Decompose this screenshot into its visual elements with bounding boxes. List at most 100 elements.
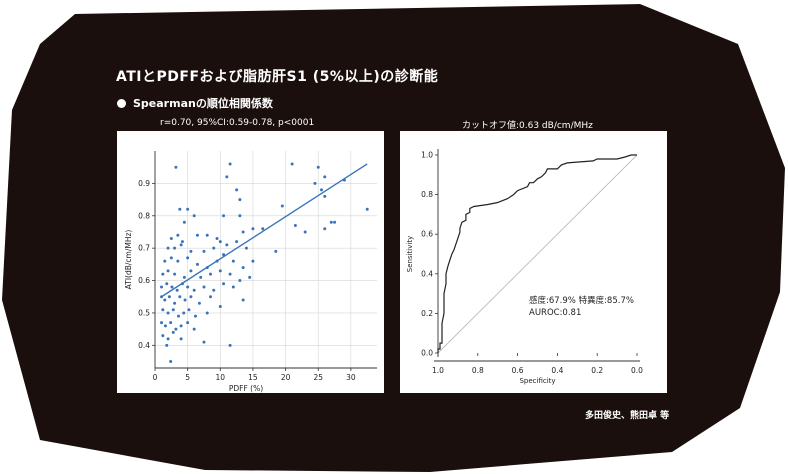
data-point — [241, 266, 245, 270]
y-axis-label: Sensitivity — [406, 236, 414, 272]
data-point — [199, 275, 203, 279]
data-point — [186, 285, 190, 289]
data-point — [261, 227, 265, 231]
bullet-icon — [117, 99, 126, 108]
data-point — [235, 188, 239, 192]
data-point — [189, 295, 193, 299]
subtitle-text: Spearmanの順位相関係数 — [133, 97, 273, 110]
data-point — [174, 327, 178, 331]
x-tick-label: 10 — [216, 373, 226, 382]
data-point — [177, 314, 181, 318]
x-tick-label: 0.6 — [512, 366, 524, 375]
data-point — [178, 207, 182, 211]
data-point — [179, 324, 183, 328]
data-point — [222, 282, 226, 286]
data-point — [329, 220, 333, 224]
x-tick-label: 0 — [153, 373, 158, 382]
x-tick-label: 5 — [185, 373, 190, 382]
data-point — [323, 194, 327, 198]
data-point — [163, 324, 167, 328]
data-point — [166, 269, 170, 273]
data-point — [205, 233, 209, 237]
scatter-chart: 0 5 10 15 20 25 30 0.4 0.5 0.6 0.7 0.8 0.9 PDFF (%) AT… — [124, 151, 377, 393]
data-point — [166, 311, 170, 315]
annotation-sensitivity-specificity: 感度:67.9% 特異度:85.7% — [529, 295, 634, 306]
roc-chart: 1.0 0.8 0.6 0.4 0.2 0.0 0.0 0.2 0.4 0.6 0.8 1.0 感度:6… — [406, 149, 643, 385]
x-axis-label: PDFF (%) — [229, 384, 263, 393]
data-point — [209, 272, 212, 276]
authors: 多田俊史、熊田卓 等 — [585, 411, 670, 421]
y-tick-label: 0.6 — [421, 230, 433, 239]
y-tick-label: 1.0 — [421, 151, 433, 160]
data-point — [169, 256, 173, 260]
data-point — [169, 236, 173, 240]
y-tick-label: 0.4 — [138, 341, 150, 350]
data-point — [251, 227, 255, 231]
data-point — [212, 246, 216, 250]
data-point — [202, 285, 206, 289]
chart-title: ATIとPDFFおよび脂肪肝S1 (5%以上)の診断能 — [116, 69, 439, 85]
data-point — [231, 259, 235, 263]
y-tick-label: 0.8 — [138, 211, 150, 220]
data-point — [323, 227, 327, 231]
x-tick-label: 0.2 — [591, 366, 603, 375]
y-tick-label: 0.8 — [421, 190, 433, 199]
data-point — [166, 246, 170, 250]
data-point — [173, 272, 177, 276]
data-point — [186, 256, 190, 260]
x-tick-label: 0.0 — [631, 366, 643, 375]
data-point — [189, 269, 193, 273]
data-point — [160, 285, 164, 289]
data-point — [165, 282, 169, 286]
data-point — [320, 188, 323, 192]
data-point — [189, 249, 193, 253]
data-point — [313, 181, 317, 185]
data-point — [182, 275, 186, 279]
y-tick-label: 0.6 — [138, 276, 150, 285]
x-tick-label: 1.0 — [432, 366, 444, 375]
x-axis-label: Specificity — [519, 377, 555, 385]
data-point — [170, 285, 174, 289]
data-point — [244, 246, 248, 250]
data-point — [165, 343, 169, 347]
data-point — [202, 249, 206, 253]
data-point — [163, 298, 167, 302]
data-point — [193, 314, 197, 318]
data-point — [241, 230, 245, 234]
data-point — [176, 233, 180, 237]
data-point — [192, 327, 196, 331]
data-point — [183, 298, 187, 302]
data-point — [303, 230, 307, 234]
cutoff-value: カットオフ値:0.63 dB/cm/MHz — [462, 121, 593, 131]
data-point — [333, 220, 337, 224]
data-point — [212, 288, 216, 292]
data-point — [175, 288, 179, 292]
y-tick-label: 0.2 — [421, 309, 433, 318]
data-point — [182, 311, 186, 315]
data-point — [179, 337, 183, 341]
scatter-panel: 0 5 10 15 20 25 30 0.4 0.5 0.6 0.7 0.8 0.9 PDFF (%) AT… — [117, 131, 384, 393]
data-point — [225, 175, 229, 179]
data-point — [179, 243, 183, 247]
y-tick-label: 0.7 — [138, 244, 150, 253]
annotation-auroc: AUROC:0.81 — [529, 308, 581, 318]
y-tick-label: 0.9 — [138, 179, 150, 188]
data-point — [205, 311, 209, 315]
data-point — [290, 162, 294, 166]
data-point — [293, 223, 297, 227]
data-point — [166, 337, 170, 341]
data-point — [167, 295, 171, 299]
data-point — [182, 220, 186, 224]
roc-panel: 1.0 0.8 0.6 0.4 0.2 0.0 0.0 0.2 0.4 0.6 0.8 1.0 感度:6… — [400, 131, 667, 393]
data-point — [209, 295, 212, 299]
data-point — [173, 246, 177, 250]
data-point — [235, 240, 239, 244]
roc-curve — [437, 154, 637, 353]
data-point — [323, 175, 327, 179]
data-point — [161, 308, 165, 312]
data-point — [202, 340, 206, 344]
data-point — [241, 298, 245, 302]
data-point — [186, 207, 190, 211]
data-point — [173, 301, 177, 305]
data-point — [238, 214, 242, 218]
